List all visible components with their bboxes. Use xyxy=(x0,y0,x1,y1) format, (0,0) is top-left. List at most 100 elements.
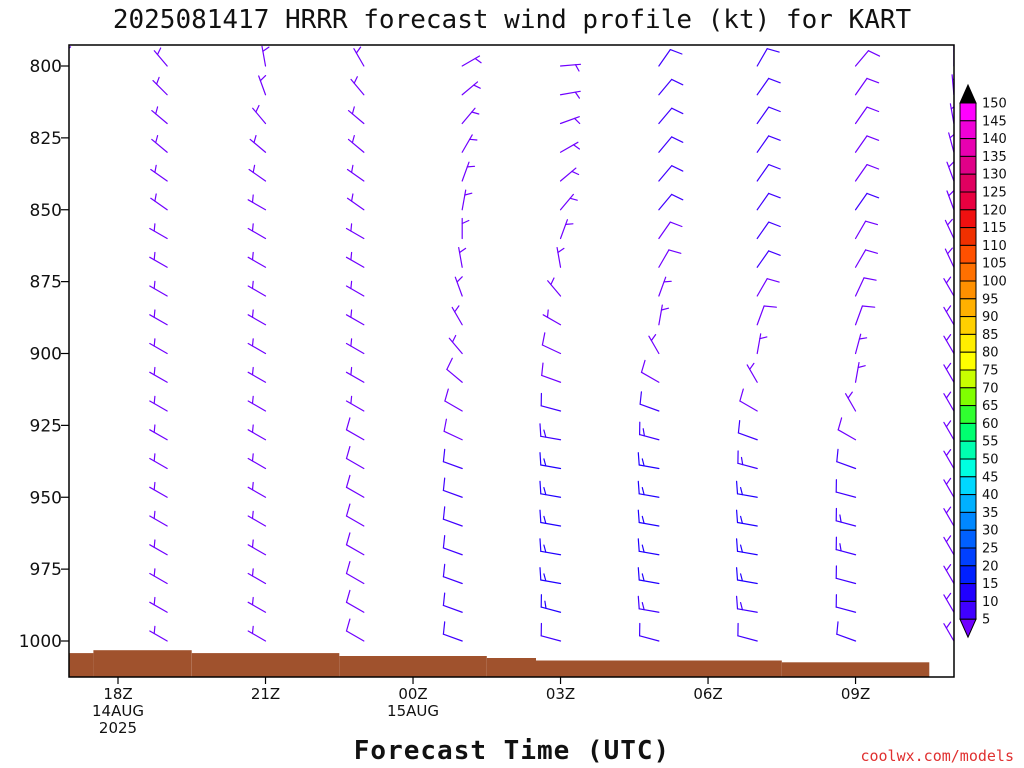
wind-barb xyxy=(353,46,365,67)
barb-shaft xyxy=(152,79,168,96)
barb-shaft xyxy=(854,362,860,383)
barb-shaft xyxy=(541,344,562,355)
wind-barb xyxy=(658,276,672,297)
barb-shaft xyxy=(247,199,267,211)
barb-feather xyxy=(54,330,59,341)
barb-shaft xyxy=(247,314,267,326)
barb-shaft xyxy=(442,461,463,470)
barb-shaft xyxy=(638,493,660,498)
barb-feather xyxy=(945,420,952,428)
wind-barb xyxy=(944,247,954,268)
barb-shaft xyxy=(247,285,267,297)
wind-barb xyxy=(854,106,880,125)
barb-feather xyxy=(671,78,684,86)
wind-barb xyxy=(943,362,954,383)
barb-shaft xyxy=(65,18,68,38)
barb-shaft xyxy=(540,635,562,642)
barb-shaft xyxy=(345,544,365,556)
colorbar-swatch xyxy=(959,227,977,246)
barb-feather xyxy=(52,474,57,486)
barb-feather xyxy=(262,46,270,52)
barb-shaft xyxy=(559,90,581,96)
wind-barb xyxy=(943,334,954,355)
wind-barb xyxy=(943,506,954,527)
barb-shaft xyxy=(638,521,660,527)
wind-barb xyxy=(737,420,758,441)
barb-feather xyxy=(251,309,254,318)
barb-feather xyxy=(52,619,55,631)
barb-shaft xyxy=(542,314,562,326)
barb-shaft xyxy=(345,601,365,613)
barb-shaft xyxy=(944,248,954,268)
wind-barb xyxy=(943,449,954,470)
barb-shaft xyxy=(451,306,463,326)
barb-shaft xyxy=(854,135,868,153)
wind-barb xyxy=(69,467,70,470)
colorbar-swatch xyxy=(959,138,977,157)
barb-shaft xyxy=(149,371,168,383)
barb-shaft xyxy=(247,429,267,441)
barb-feather xyxy=(945,305,952,313)
barb-shaft xyxy=(345,400,365,412)
barb-feather xyxy=(350,395,353,405)
barb-feather xyxy=(837,417,843,431)
barb-feather xyxy=(345,560,351,575)
colorbar-label: 110 xyxy=(982,239,1007,254)
wind-barb xyxy=(149,453,168,470)
barb-shaft xyxy=(247,457,267,470)
barb-feather xyxy=(749,362,755,370)
barb-shaft xyxy=(559,193,575,211)
barb-shaft xyxy=(258,75,267,96)
barb-feather xyxy=(735,567,739,581)
wind-barb xyxy=(261,45,270,67)
barb-shaft xyxy=(149,457,168,470)
barb-shaft xyxy=(69,180,70,182)
barb-feather xyxy=(946,247,953,255)
wind-barb xyxy=(149,625,168,642)
barb-shaft xyxy=(943,594,954,613)
wind-barb xyxy=(756,333,768,355)
wind-barb xyxy=(442,621,463,642)
colorbar-swatch xyxy=(959,440,977,460)
barb-shaft xyxy=(943,450,954,470)
wind-barb xyxy=(943,592,954,613)
colorbar-swatch xyxy=(959,387,977,407)
barb-feather xyxy=(251,251,254,261)
colorbar-swatch xyxy=(959,494,977,513)
barb-feather xyxy=(637,567,640,581)
barb-shaft xyxy=(948,132,954,153)
barb-shaft xyxy=(247,486,267,498)
barb-shaft xyxy=(442,604,463,613)
x-tick-label: 09Z xyxy=(841,685,870,703)
wind-barb xyxy=(345,589,365,613)
barb-feather xyxy=(671,107,684,115)
wind-barb xyxy=(539,538,562,556)
barb-feather xyxy=(739,544,744,553)
wind-barb xyxy=(836,621,857,642)
wind-barb xyxy=(735,509,758,527)
barb-shaft xyxy=(943,536,954,556)
barb-feather xyxy=(543,458,547,467)
barb-feather xyxy=(576,37,579,44)
x-tick-label: 06Z xyxy=(693,685,722,703)
wind-barb xyxy=(835,536,857,556)
y-tick-label: 975 xyxy=(30,560,62,580)
barb-shaft xyxy=(556,247,562,268)
barb-shaft xyxy=(69,237,70,240)
colorbar-label: 120 xyxy=(982,203,1007,218)
barb-shaft xyxy=(547,280,562,297)
wind-barb xyxy=(153,47,168,67)
barb-shaft xyxy=(69,266,70,268)
colorbar-label: 40 xyxy=(982,488,999,503)
barb-shaft xyxy=(247,515,267,527)
colorbar-swatch xyxy=(959,280,977,300)
barb-shaft xyxy=(638,579,660,585)
barb-shaft xyxy=(648,335,660,355)
barb-shaft xyxy=(149,544,168,556)
barb-shaft xyxy=(347,138,365,153)
terrain-block xyxy=(339,656,487,677)
wind-barb xyxy=(69,266,70,268)
barb-feather xyxy=(350,309,353,318)
barb-shaft xyxy=(69,93,70,96)
barb-shaft xyxy=(746,364,758,383)
